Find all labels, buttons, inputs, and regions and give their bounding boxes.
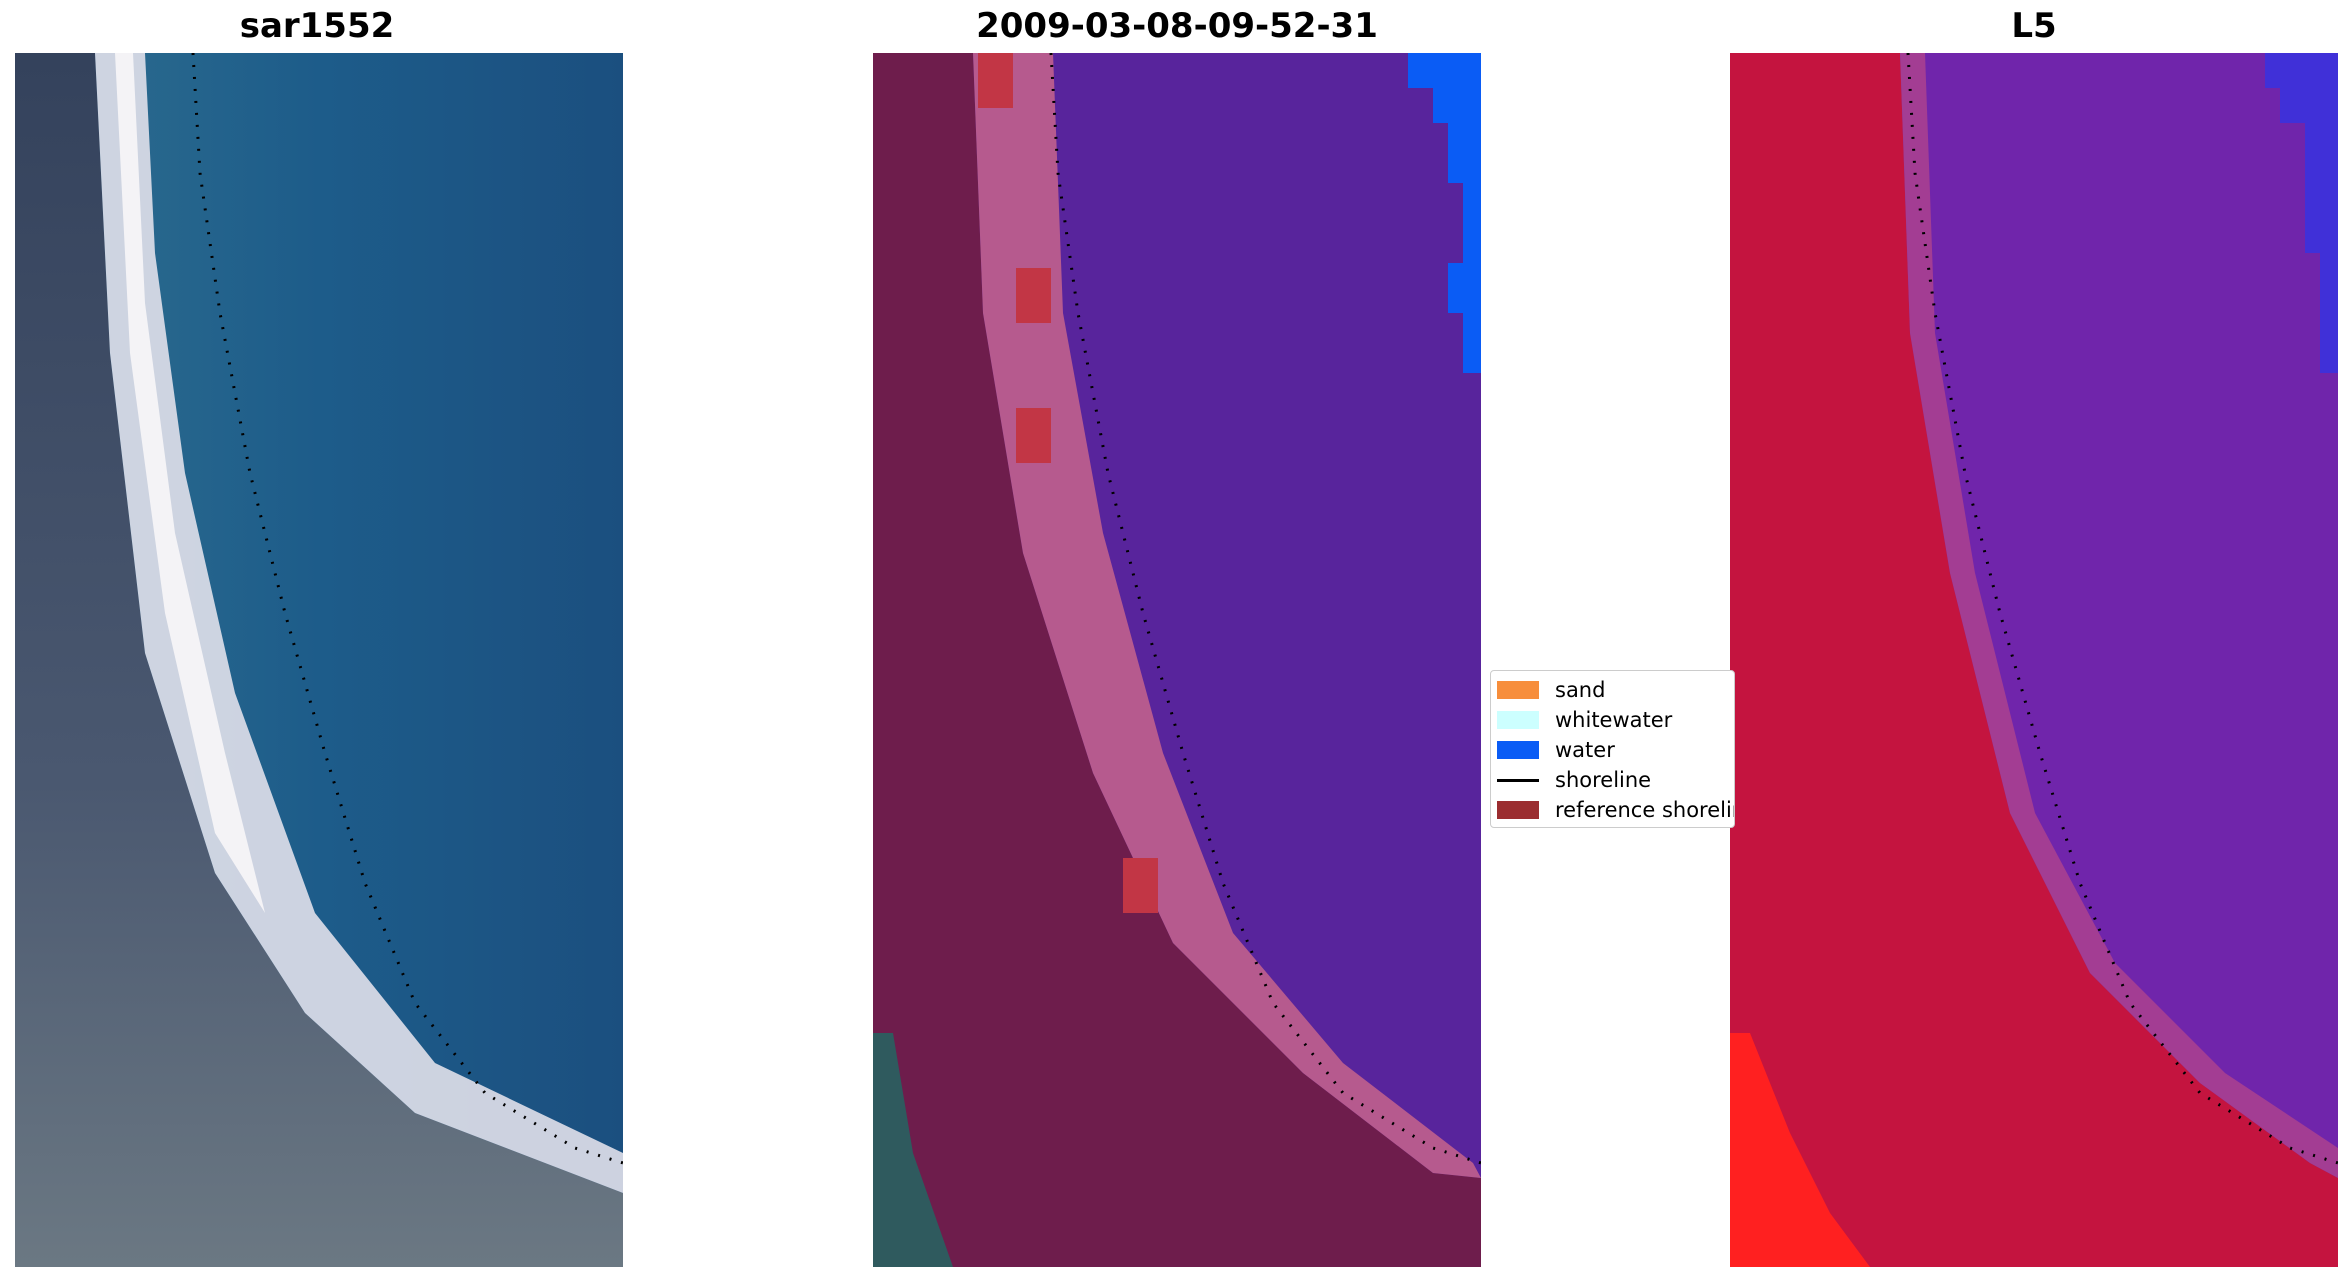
class-beach [973,53,1481,1178]
panel-title-rgb: sar1552 [239,6,395,46]
legend-label: sand [1555,678,1606,702]
legend: sand whitewater water shoreline referenc… [1490,670,1735,828]
index-image [1730,53,2338,1267]
class-shoreline [1049,53,1481,1165]
class-ref-3 [1016,408,1051,463]
panel-title-index: L5 [2011,6,2057,46]
water-swatch [1497,741,1539,759]
index-land [1730,53,2338,1267]
index-shoreline [1906,53,2338,1165]
legend-label: whitewater [1555,708,1673,732]
class-teal-corner [873,1033,953,1267]
shoreline-line-swatch [1497,778,1539,782]
classification-panel [873,53,1481,1267]
rgb-image [15,53,623,1267]
whitewater-swatch [1497,711,1539,729]
sand-swatch [1497,681,1539,699]
index-blue-patch [2265,53,2338,373]
legend-item-shoreline: shoreline [1497,767,1651,793]
class-ref-1 [978,53,1013,108]
panel-title-classification: 2009-03-08-09-52-31 [976,6,1378,46]
rgb-shoreline [191,53,623,1165]
legend-item-sand: sand [1497,677,1605,703]
rgb-land [15,53,623,1267]
class-land [873,53,1481,1267]
legend-item-water: water [1497,737,1615,763]
legend-label: shoreline [1555,768,1652,792]
rgb-beach [95,53,623,1193]
class-ref-2 [1016,268,1051,323]
legend-label: reference shoreline [1555,798,1734,822]
index-panel [1730,53,2338,1267]
reference-shoreline-swatch [1497,801,1539,819]
legend-item-reference-shoreline: reference shoreline [1497,797,1734,823]
index-red-corner [1730,1033,1870,1267]
classification-image [873,53,1481,1267]
legend-label: water [1555,738,1615,762]
rgb-image-panel [15,53,623,1267]
class-water-patch [1408,53,1481,373]
class-ref-4 [1123,858,1158,913]
legend-item-whitewater: whitewater [1497,707,1672,733]
rgb-beach-bright [115,53,265,913]
